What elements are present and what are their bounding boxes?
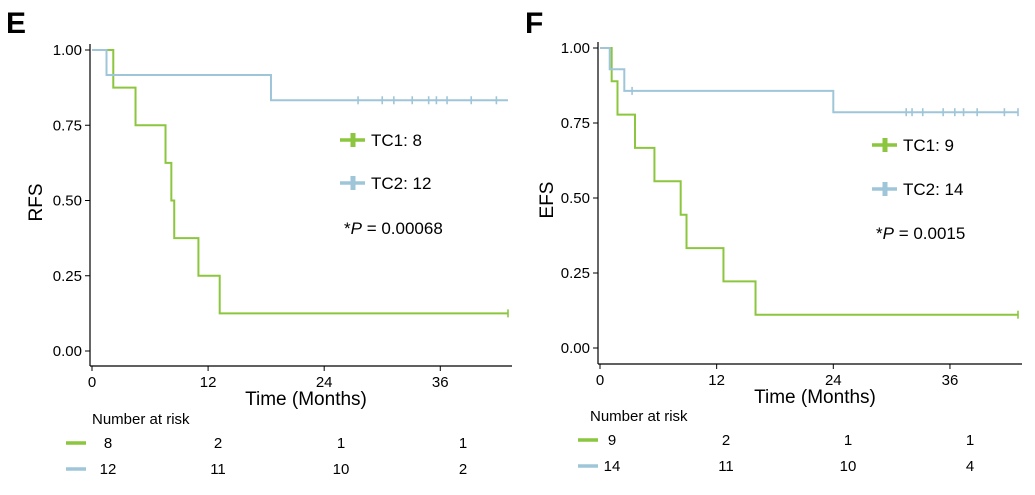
- y-tick-label: 1.00: [53, 42, 82, 59]
- y-tick-label: 0.00: [561, 340, 590, 357]
- y-tick-label: 0.00: [53, 343, 82, 360]
- km-curve-series-1: [600, 47, 1018, 316]
- risk-count: 1: [459, 435, 467, 452]
- risk-count: 14: [604, 458, 621, 475]
- y-tick-label: 0.25: [561, 265, 590, 282]
- risk-count: 1: [337, 435, 345, 452]
- x-axis-title: Time (Months): [245, 389, 367, 410]
- x-tick-label: 36: [432, 374, 449, 391]
- y-tick-label: 0.75: [53, 117, 82, 134]
- panel-letter: F: [525, 7, 543, 40]
- risk-count: 12: [100, 461, 117, 478]
- y-tick-label: 1.00: [561, 40, 590, 57]
- km-curve-series-2: [92, 49, 508, 102]
- legend-entry: TC1: 8: [371, 131, 422, 150]
- y-axis-title: RFS: [26, 184, 47, 222]
- y-tick-label: 0.75: [561, 115, 590, 132]
- km-curve-series-1: [92, 49, 508, 315]
- y-tick-label: 0.25: [53, 268, 82, 285]
- y-tick-label: 0.50: [53, 193, 82, 210]
- km-curve-series-2: [600, 47, 1018, 114]
- risk-count: 10: [333, 461, 350, 478]
- legend-entry: TC2: 14: [903, 180, 963, 199]
- risk-count: 10: [840, 458, 857, 475]
- x-tick-label: 36: [942, 372, 959, 389]
- x-tick-label: 12: [200, 374, 217, 391]
- risk-count: 11: [210, 461, 226, 478]
- x-tick-label: 0: [596, 372, 604, 389]
- y-axis-title: EFS: [537, 182, 558, 219]
- x-tick-label: 0: [88, 374, 96, 391]
- risk-count: 1: [966, 432, 974, 449]
- p-value-text: *P = 0.00068: [344, 219, 443, 238]
- legend-entry: TC1: 9: [903, 136, 954, 155]
- risk-count: 4: [966, 458, 974, 475]
- panel-letter: E: [6, 7, 26, 40]
- risk-table-title: Number at risk: [92, 411, 190, 428]
- risk-table-title: Number at risk: [590, 408, 688, 425]
- risk-count: 2: [722, 432, 730, 449]
- risk-count: 9: [608, 432, 616, 449]
- risk-count: 2: [214, 435, 222, 452]
- risk-count: 2: [459, 461, 467, 478]
- risk-count: 1: [844, 432, 852, 449]
- x-tick-label: 24: [825, 372, 842, 389]
- legend-entry: TC2: 12: [371, 174, 431, 193]
- x-tick-label: 12: [708, 372, 725, 389]
- p-value-text: *P = 0.0015: [876, 224, 965, 243]
- x-tick-label: 24: [316, 374, 333, 391]
- x-axis-title: Time (Months): [754, 387, 876, 408]
- risk-count: 11: [718, 458, 734, 475]
- y-tick-label: 0.50: [561, 190, 590, 207]
- risk-count: 8: [104, 435, 112, 452]
